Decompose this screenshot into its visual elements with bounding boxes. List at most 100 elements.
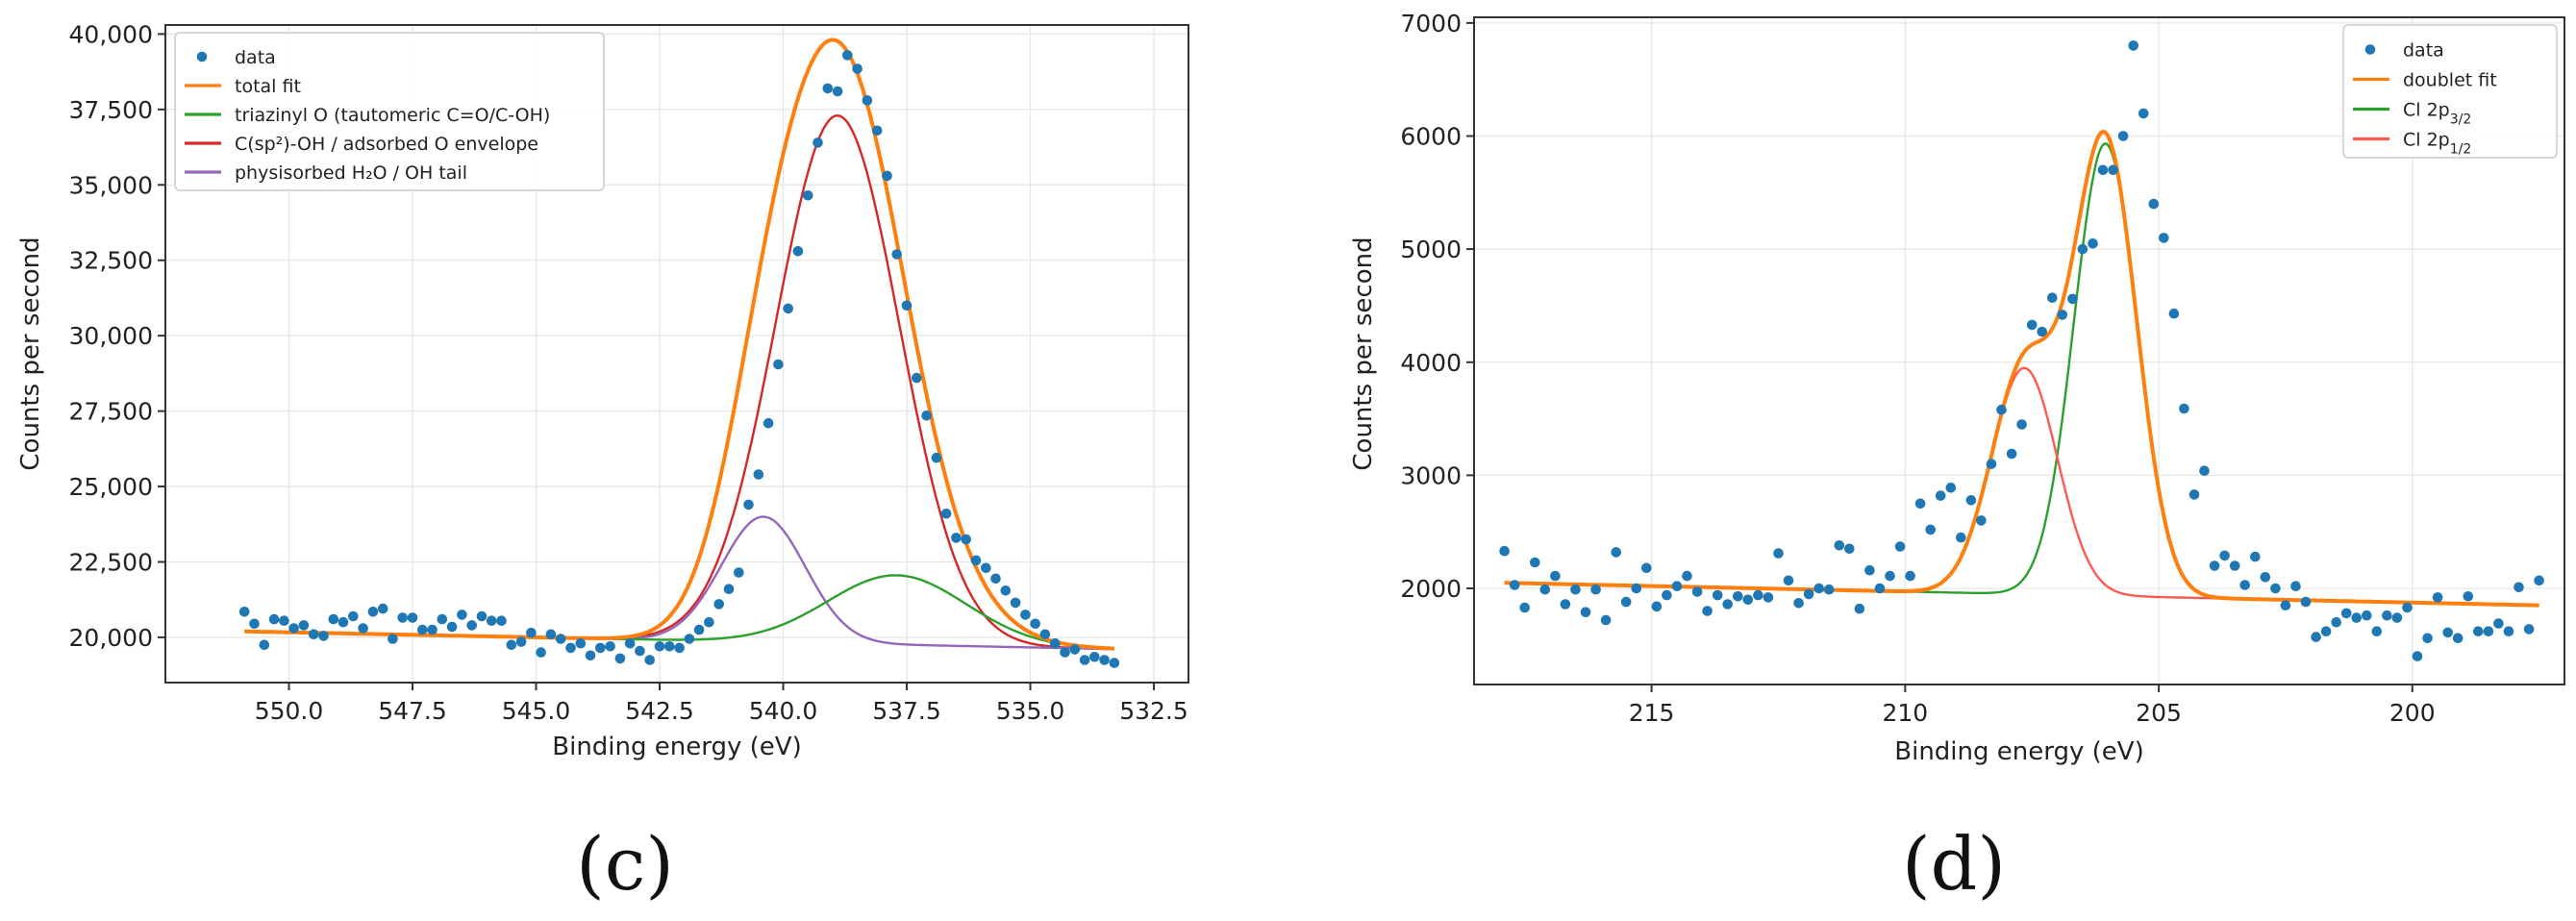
chart-c-data-point xyxy=(832,86,843,97)
chart-d-data-point xyxy=(1996,404,2007,415)
chart-c-data-point xyxy=(496,615,507,626)
chart-c-x-tick-label: 535.0 xyxy=(996,697,1065,725)
chart-c-data-points xyxy=(238,50,1120,668)
chart-d-y-tick-label: 2000 xyxy=(1400,575,1462,603)
chart-d-data-point xyxy=(1945,483,1957,493)
chart-d-data-point xyxy=(2300,596,2312,608)
chart-d-grid xyxy=(1474,17,2564,685)
chart-d-data-point xyxy=(1590,584,1601,595)
chart-c-data-point xyxy=(1010,597,1021,609)
chart-c-data-point xyxy=(783,303,793,314)
chart-d-panel-label: (d) xyxy=(1902,821,2006,907)
chart-d-data-point xyxy=(1530,557,1540,568)
chart-d-y-tick-label: 3000 xyxy=(1400,461,1462,489)
chart-d-data-point xyxy=(2117,131,2129,141)
chart-d-component-curve xyxy=(1504,366,2539,607)
chart-d-data-point xyxy=(1976,515,1987,526)
chart-d-data-point xyxy=(2239,580,2250,590)
chart-c-data-point xyxy=(536,647,546,658)
chart-d-data-point xyxy=(1570,584,1581,595)
chart-d-data-point xyxy=(1885,570,1895,582)
chart-c-legend-marker xyxy=(196,51,208,62)
chart-c: 550.0 547.5 545.0 542.5 540.0 537.5 535.0 532.5… xyxy=(16,20,1189,907)
chart-c-legend-label: physisorbed H₂O / OH tail xyxy=(235,162,467,184)
chart-c-data-point xyxy=(684,634,695,644)
chart-d-data-point xyxy=(1874,583,1886,594)
chart-c-y-tick-label: 20,000 xyxy=(69,624,153,652)
chart-d-data-point xyxy=(1499,545,1510,557)
chart-d-plot-area xyxy=(1473,16,2565,685)
chart-d-data-point xyxy=(2229,560,2240,571)
chart-d-data-point xyxy=(1691,586,1703,597)
chart-d-data-point xyxy=(1803,588,1814,600)
chart-c-data-point xyxy=(1069,644,1081,655)
chart-d-data-point xyxy=(2432,592,2443,603)
chart-d-data-point xyxy=(2412,651,2423,661)
chart-d-data-point xyxy=(2513,582,2524,593)
chart-c-data-point xyxy=(1049,637,1061,649)
chart-c-data-point xyxy=(605,641,615,652)
chart-d-data-point xyxy=(1783,575,1794,586)
chart-c-data-point xyxy=(813,137,823,148)
chart-c-data-point xyxy=(862,95,873,106)
chart-c-data-point xyxy=(417,624,428,635)
chart-c-y-tick-label: 27,500 xyxy=(69,398,153,426)
chart-d-data-point xyxy=(1682,570,1692,582)
chart-c-data-point xyxy=(1030,618,1040,630)
chart-c-data-point xyxy=(990,573,1001,585)
chart-d-y-tick-label: 4000 xyxy=(1400,349,1462,377)
chart-c-grid xyxy=(165,25,1188,683)
chart-d-data-point xyxy=(2088,238,2098,249)
chart-d-data-point xyxy=(1813,583,1824,594)
chart-c-data-point xyxy=(526,627,537,638)
chart-d-data-point xyxy=(1956,532,1966,543)
chart-c-data-point xyxy=(743,499,754,510)
chart-d-data-point xyxy=(1986,459,1997,469)
chart-c-data-point xyxy=(912,372,922,384)
chart-c-y-axis: 20,000 22,500 25,000 27,500 30,000 32,500 35,0… xyxy=(69,20,165,652)
chart-d-data-point xyxy=(1763,592,1774,603)
chart-d-data-point xyxy=(1539,584,1551,595)
chart-c-data-point xyxy=(664,641,675,652)
chart-c-data-point xyxy=(279,615,289,626)
chart-c-data-point xyxy=(901,300,913,311)
chart-c-x-tick-label: 547.5 xyxy=(378,697,447,725)
chart-c-data-point xyxy=(1000,585,1012,596)
chart-c-data-point xyxy=(466,620,478,631)
chart-c-data-point xyxy=(476,610,488,622)
chart-c-data-point xyxy=(940,509,952,519)
chart-c-data-point xyxy=(348,610,359,622)
chart-d-data-point xyxy=(2138,108,2149,119)
chart-c-data-point xyxy=(446,621,458,633)
chart-c-data-point xyxy=(753,469,764,480)
chart-c-data-point xyxy=(773,359,784,370)
chart-d-data-point xyxy=(2382,610,2392,621)
chart-c-x-axis: 550.0 547.5 545.0 542.5 540.0 537.5 535.0 532.5 xyxy=(255,683,1188,725)
chart-d-fit-curves xyxy=(1504,130,2539,608)
chart-d-data-point xyxy=(2057,310,2068,320)
chart-d-data-point xyxy=(2077,243,2088,255)
chart-d-data-point xyxy=(1834,540,1845,551)
chart-c-data-point xyxy=(555,634,566,644)
chart-c-fit-curves xyxy=(244,37,1114,651)
chart-c-data-point xyxy=(951,533,962,543)
chart-c-legend-box xyxy=(174,32,605,191)
chart-c-data-point xyxy=(961,534,971,545)
chart-d-data-point xyxy=(2159,233,2169,243)
chart-d-data-point xyxy=(2371,626,2383,636)
chart-c-data-point xyxy=(792,245,804,257)
chart-c-data-point xyxy=(328,613,339,625)
chart-d-data-point xyxy=(1631,583,1642,594)
chart-d-data-point xyxy=(2351,612,2362,623)
chart-d-data-point xyxy=(1733,591,1743,602)
chart-d-data-point xyxy=(2311,632,2321,642)
chart-c-data-point xyxy=(397,612,409,623)
chart-c-data-point xyxy=(238,607,250,617)
chart-d-data-point xyxy=(2523,624,2535,635)
chart-d-data-point xyxy=(1773,548,1784,559)
chart-d-x-label: Binding energy (eV) xyxy=(1894,737,2143,766)
chart-c-legend-label: total fit xyxy=(235,76,301,97)
chart-d-data-point xyxy=(2199,465,2210,477)
chart-c-data-point xyxy=(921,411,932,421)
